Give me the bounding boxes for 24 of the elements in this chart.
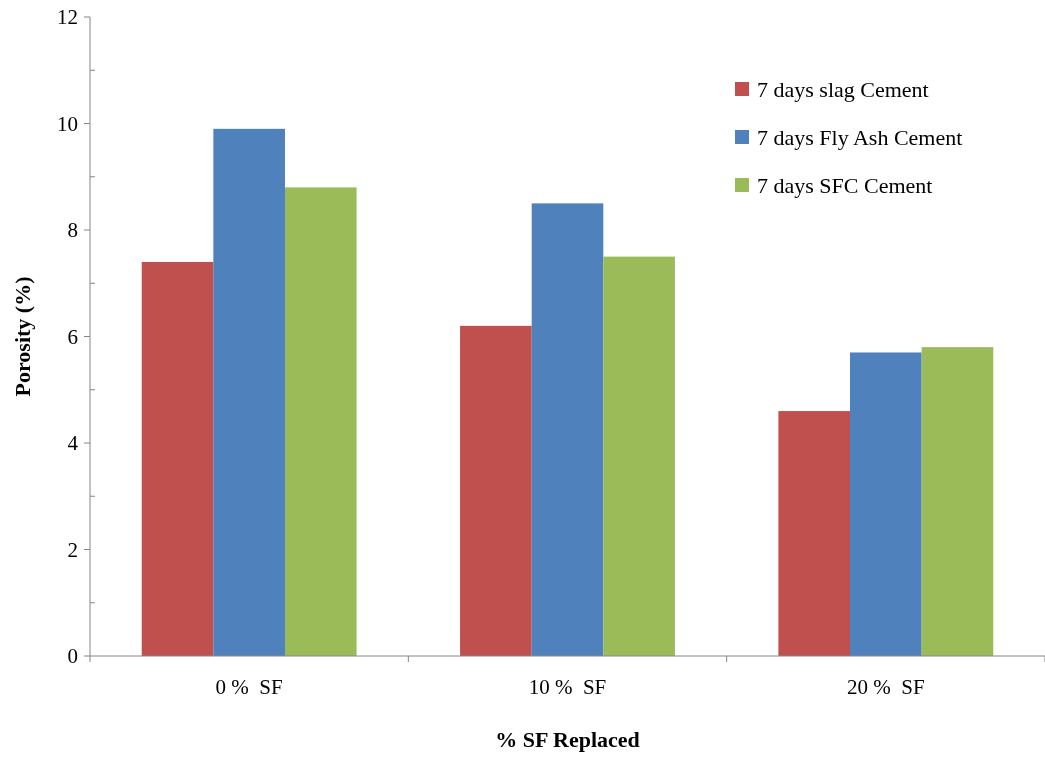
bar (921, 347, 994, 656)
x-tick-label: 20 % SF (847, 675, 925, 699)
bar (531, 203, 604, 656)
bar (460, 325, 532, 656)
legend-label: 7 days SFC Cement (757, 172, 933, 198)
y-tick-label: 6 (67, 324, 78, 349)
y-tick-label: 4 (67, 431, 79, 456)
bar (213, 128, 285, 656)
bar (284, 187, 357, 656)
bar (603, 256, 675, 656)
y-tick-label: 8 (67, 218, 78, 243)
bar (141, 261, 214, 656)
legend-label: 7 days slag Cement (757, 76, 929, 102)
y-tick-label: 10 (57, 111, 78, 136)
y-axis-title: Porosity (%) (10, 276, 35, 397)
y-tick-label: 12 (57, 5, 78, 30)
y-tick-label: 2 (67, 537, 78, 562)
y-tick-label: 0 (67, 644, 78, 669)
x-axis-title: % SF Replaced (495, 727, 640, 752)
bar (778, 411, 851, 656)
bar (850, 352, 922, 656)
x-tick-label: 10 % SF (528, 675, 607, 699)
x-tick-label: 0 % SF (215, 675, 283, 699)
legend-label: 7 days Fly Ash Cement (757, 124, 963, 150)
